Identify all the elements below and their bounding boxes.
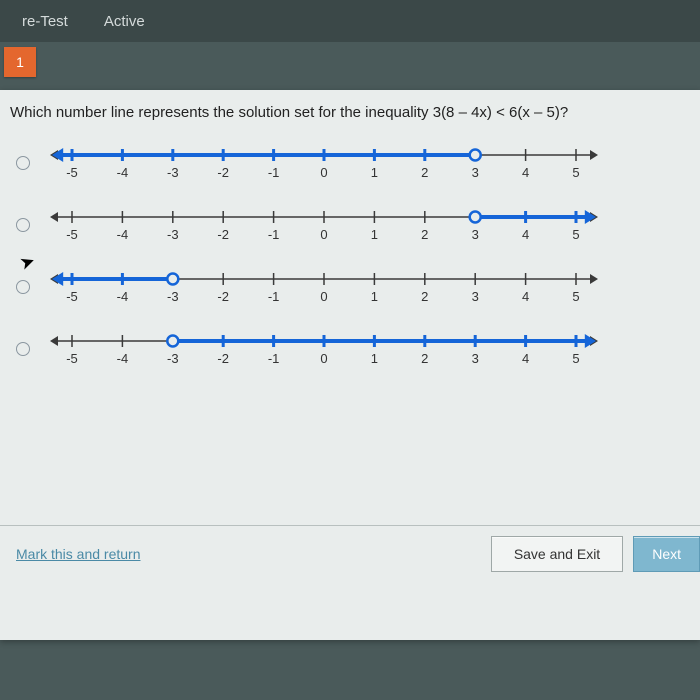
radio-icon[interactable] [16,218,30,232]
next-button[interactable]: Next [633,536,700,572]
answer-option[interactable]: -5 -4 -3 -2 -1 0 1 2 3 4 5 [10,259,690,315]
number-line: -5 -4 -3 -2 -1 0 1 2 3 4 5 [44,321,690,377]
question-text: Which number line represents the solutio… [10,104,690,121]
svg-text:-5: -5 [66,351,78,366]
answer-options: -5 -4 -3 -2 -1 0 1 2 3 4 5 -5 -4 -3 -2 -1 0 1 2 3 4 5 -5 -4 -3 -2… [10,135,690,377]
svg-text:3: 3 [472,289,479,304]
svg-text:5: 5 [572,165,579,180]
svg-text:2: 2 [421,351,428,366]
save-exit-button[interactable]: Save and Exit [491,536,623,572]
question-panel: Which number line represents the solutio… [0,90,700,640]
answer-option[interactable]: -5 -4 -3 -2 -1 0 1 2 3 4 5 [10,321,690,377]
svg-text:0: 0 [320,351,327,366]
svg-text:4: 4 [522,289,529,304]
svg-text:-4: -4 [117,351,129,366]
svg-text:-5: -5 [66,165,78,180]
tab-active[interactable]: Active [86,13,163,30]
svg-text:-2: -2 [217,165,229,180]
svg-text:4: 4 [522,227,529,242]
svg-text:0: 0 [320,227,327,242]
svg-text:2: 2 [421,165,428,180]
svg-text:1: 1 [371,227,378,242]
svg-text:0: 0 [320,289,327,304]
svg-text:-1: -1 [268,165,280,180]
svg-text:-5: -5 [66,289,78,304]
radio-icon[interactable] [16,342,30,356]
svg-text:2: 2 [421,227,428,242]
svg-text:-3: -3 [167,227,179,242]
top-bar: re-Test Active [0,0,700,42]
svg-text:-4: -4 [117,227,129,242]
svg-text:0: 0 [320,165,327,180]
number-line: -5 -4 -3 -2 -1 0 1 2 3 4 5 [44,259,690,315]
svg-text:2: 2 [421,289,428,304]
svg-text:4: 4 [522,351,529,366]
question-nav: 1 [0,42,700,82]
mark-and-return-link[interactable]: Mark this and return [16,546,141,562]
svg-text:5: 5 [572,227,579,242]
question-number-button[interactable]: 1 [4,47,36,77]
svg-text:-2: -2 [217,289,229,304]
svg-text:3: 3 [472,351,479,366]
svg-text:-1: -1 [268,289,280,304]
svg-text:5: 5 [572,289,579,304]
number-line: -5 -4 -3 -2 -1 0 1 2 3 4 5 [44,197,690,253]
radio-icon[interactable] [16,280,30,294]
svg-text:-3: -3 [167,165,179,180]
footer-buttons: Save and Exit Next [491,536,700,572]
answer-option[interactable]: -5 -4 -3 -2 -1 0 1 2 3 4 5 [10,197,690,253]
svg-text:1: 1 [371,289,378,304]
svg-text:-1: -1 [268,227,280,242]
svg-text:-2: -2 [217,227,229,242]
svg-text:3: 3 [472,227,479,242]
answer-option[interactable]: -5 -4 -3 -2 -1 0 1 2 3 4 5 [10,135,690,191]
svg-text:3: 3 [472,165,479,180]
number-line: -5 -4 -3 -2 -1 0 1 2 3 4 5 [44,135,690,191]
svg-text:-1: -1 [268,351,280,366]
panel-footer: Mark this and return Save and Exit Next [0,525,700,582]
svg-text:1: 1 [371,351,378,366]
radio-icon[interactable] [16,156,30,170]
svg-text:-2: -2 [217,351,229,366]
svg-text:-3: -3 [167,351,179,366]
svg-text:-4: -4 [117,165,129,180]
svg-text:4: 4 [522,165,529,180]
svg-text:1: 1 [371,165,378,180]
svg-text:-3: -3 [167,289,179,304]
svg-text:5: 5 [572,351,579,366]
svg-text:-4: -4 [117,289,129,304]
svg-text:-5: -5 [66,227,78,242]
tab-pretest[interactable]: re-Test [4,13,86,30]
